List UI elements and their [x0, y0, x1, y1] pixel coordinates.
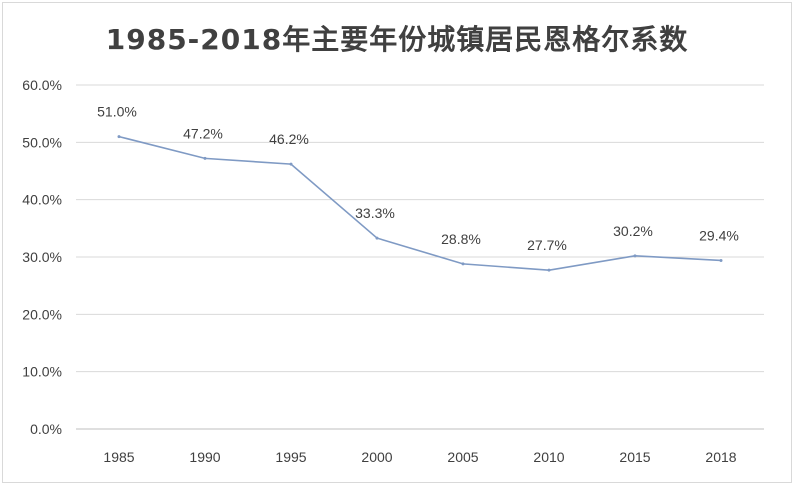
x-tick-label: 1985 [103, 449, 134, 465]
y-tick-label: 10.0% [22, 364, 62, 380]
data-label: 46.2% [269, 131, 309, 147]
data-point [289, 162, 293, 166]
y-tick-label: 30.0% [22, 249, 62, 265]
x-tick-label: 2010 [533, 449, 564, 465]
data-label: 33.3% [355, 205, 395, 221]
y-tick-label: 20.0% [22, 306, 62, 322]
data-label: 51.0% [97, 104, 137, 120]
data-point [461, 262, 465, 266]
y-tick-label: 0.0% [30, 421, 62, 437]
series-line [118, 135, 722, 271]
data-point [547, 268, 551, 272]
data-label: 27.7% [527, 237, 567, 253]
x-tick-label: 2018 [705, 449, 736, 465]
x-tick-label: 2015 [619, 449, 650, 465]
data-label: 28.8% [441, 231, 481, 247]
y-tick-label: 40.0% [22, 192, 62, 208]
y-tick-label: 50.0% [22, 134, 62, 150]
data-point [633, 254, 637, 258]
data-label: 29.4% [699, 227, 739, 243]
y-tick-label: 60.0% [22, 77, 62, 93]
x-tick-label: 1995 [275, 449, 306, 465]
chart-title: 1985-2018年主要年份城镇居民恩格尔系数 [105, 23, 689, 56]
data-point [719, 258, 723, 262]
x-tick-label: 2005 [447, 449, 478, 465]
x-tick-label: 1990 [189, 449, 220, 465]
data-point [203, 156, 207, 160]
data-point [117, 135, 121, 139]
data-label: 30.2% [613, 223, 653, 239]
data-point [375, 236, 379, 240]
data-label: 47.2% [183, 125, 223, 141]
x-tick-label: 2000 [361, 449, 392, 465]
